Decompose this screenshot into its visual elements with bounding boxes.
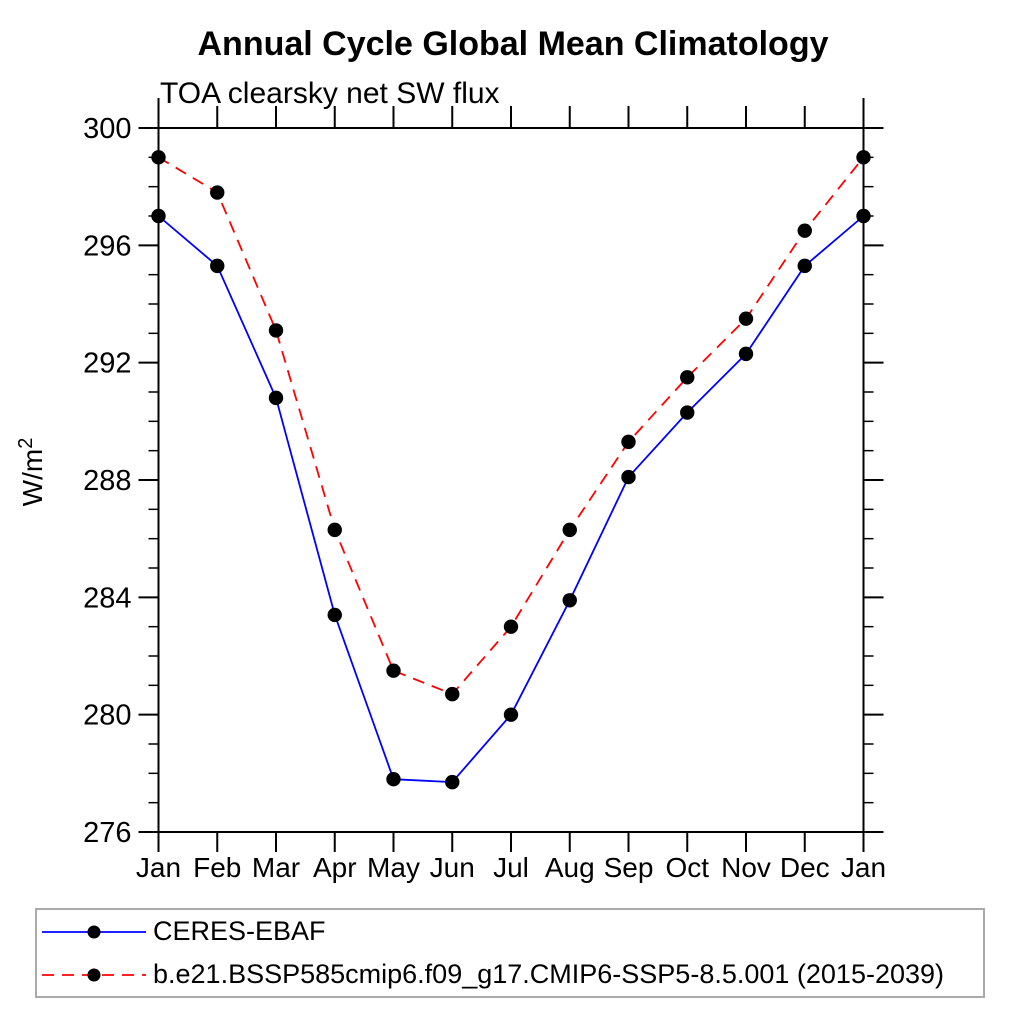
legend-item-ceres-ebaf: CERES-EBAF bbox=[40, 910, 983, 953]
data-point-marker bbox=[856, 150, 871, 165]
x-tick-label: Jul bbox=[493, 852, 529, 883]
data-point-marker bbox=[210, 258, 225, 274]
chart-title: Annual Cycle Global Mean Climatology bbox=[198, 25, 829, 63]
x-tick-label: May bbox=[367, 852, 420, 883]
data-point-marker bbox=[738, 346, 754, 362]
legend: CERES-EBAF b.e21.BSSP585cmip6.f09_g17.CM… bbox=[35, 908, 985, 998]
data-point-marker bbox=[386, 772, 401, 787]
data-point-marker bbox=[327, 607, 342, 623]
legend-label-model: b.e21.BSSP585cmip6.f09_g17.CMIP6-SSP5-8.… bbox=[153, 959, 945, 989]
data-point-marker bbox=[738, 311, 754, 326]
y-axis-unit-label: W/m2 bbox=[15, 438, 48, 507]
data-point-marker bbox=[386, 663, 401, 678]
x-tick-label: Jun bbox=[430, 852, 475, 883]
x-tick-label: Feb bbox=[193, 852, 241, 883]
chart-subtitle: TOA clearsky net SW flux bbox=[160, 77, 500, 110]
data-point-marker bbox=[268, 323, 284, 338]
x-tick-label: Sep bbox=[604, 852, 654, 883]
x-tick-label: Jan bbox=[841, 852, 886, 883]
x-tick-label: Oct bbox=[665, 852, 709, 883]
x-tick-label: Mar bbox=[252, 852, 300, 883]
data-point-marker bbox=[621, 434, 636, 450]
y-tick-label: 284 bbox=[83, 582, 131, 614]
legend-line-sample-solid bbox=[42, 925, 146, 938]
x-tick-label: Dec bbox=[780, 852, 830, 883]
data-point-marker bbox=[621, 469, 636, 485]
x-tick-label: Jan bbox=[136, 852, 181, 883]
data-point-marker bbox=[797, 258, 812, 274]
y-tick-label: 296 bbox=[83, 230, 131, 262]
data-point-marker bbox=[268, 390, 284, 406]
y-tick-label: 276 bbox=[83, 817, 131, 849]
data-point-marker bbox=[151, 150, 166, 165]
data-point-marker bbox=[445, 686, 460, 702]
y-tick-label: 292 bbox=[83, 348, 131, 380]
data-point-marker bbox=[503, 619, 519, 634]
data-point-marker bbox=[562, 522, 577, 538]
data-point-marker bbox=[562, 593, 577, 608]
y-tick-label: 300 bbox=[83, 113, 131, 145]
y-tick-label: 280 bbox=[83, 700, 131, 732]
data-point-marker bbox=[445, 774, 460, 790]
y-tick-label: 288 bbox=[83, 465, 131, 497]
data-point-marker bbox=[680, 370, 695, 385]
data-point-marker bbox=[797, 223, 812, 238]
data-point-marker bbox=[327, 522, 342, 538]
data-point-marker bbox=[503, 707, 519, 722]
data-point-marker bbox=[680, 405, 695, 420]
series-line-model bbox=[158, 156, 865, 696]
legend-marker-dot bbox=[87, 925, 101, 938]
data-point-marker bbox=[210, 185, 225, 200]
x-tick-label: Aug bbox=[545, 852, 595, 883]
data-point-marker bbox=[151, 208, 166, 224]
legend-line-sample-dashed bbox=[42, 968, 146, 981]
x-tick-label: Nov bbox=[721, 852, 771, 883]
legend-label-ceres-ebaf: CERES-EBAF bbox=[153, 916, 326, 946]
data-point-marker bbox=[856, 208, 871, 224]
x-tick-label: Apr bbox=[313, 852, 357, 883]
legend-marker-dot bbox=[87, 968, 101, 981]
legend-item-model: b.e21.BSSP585cmip6.f09_g17.CMIP6-SSP5-8.… bbox=[40, 953, 983, 996]
